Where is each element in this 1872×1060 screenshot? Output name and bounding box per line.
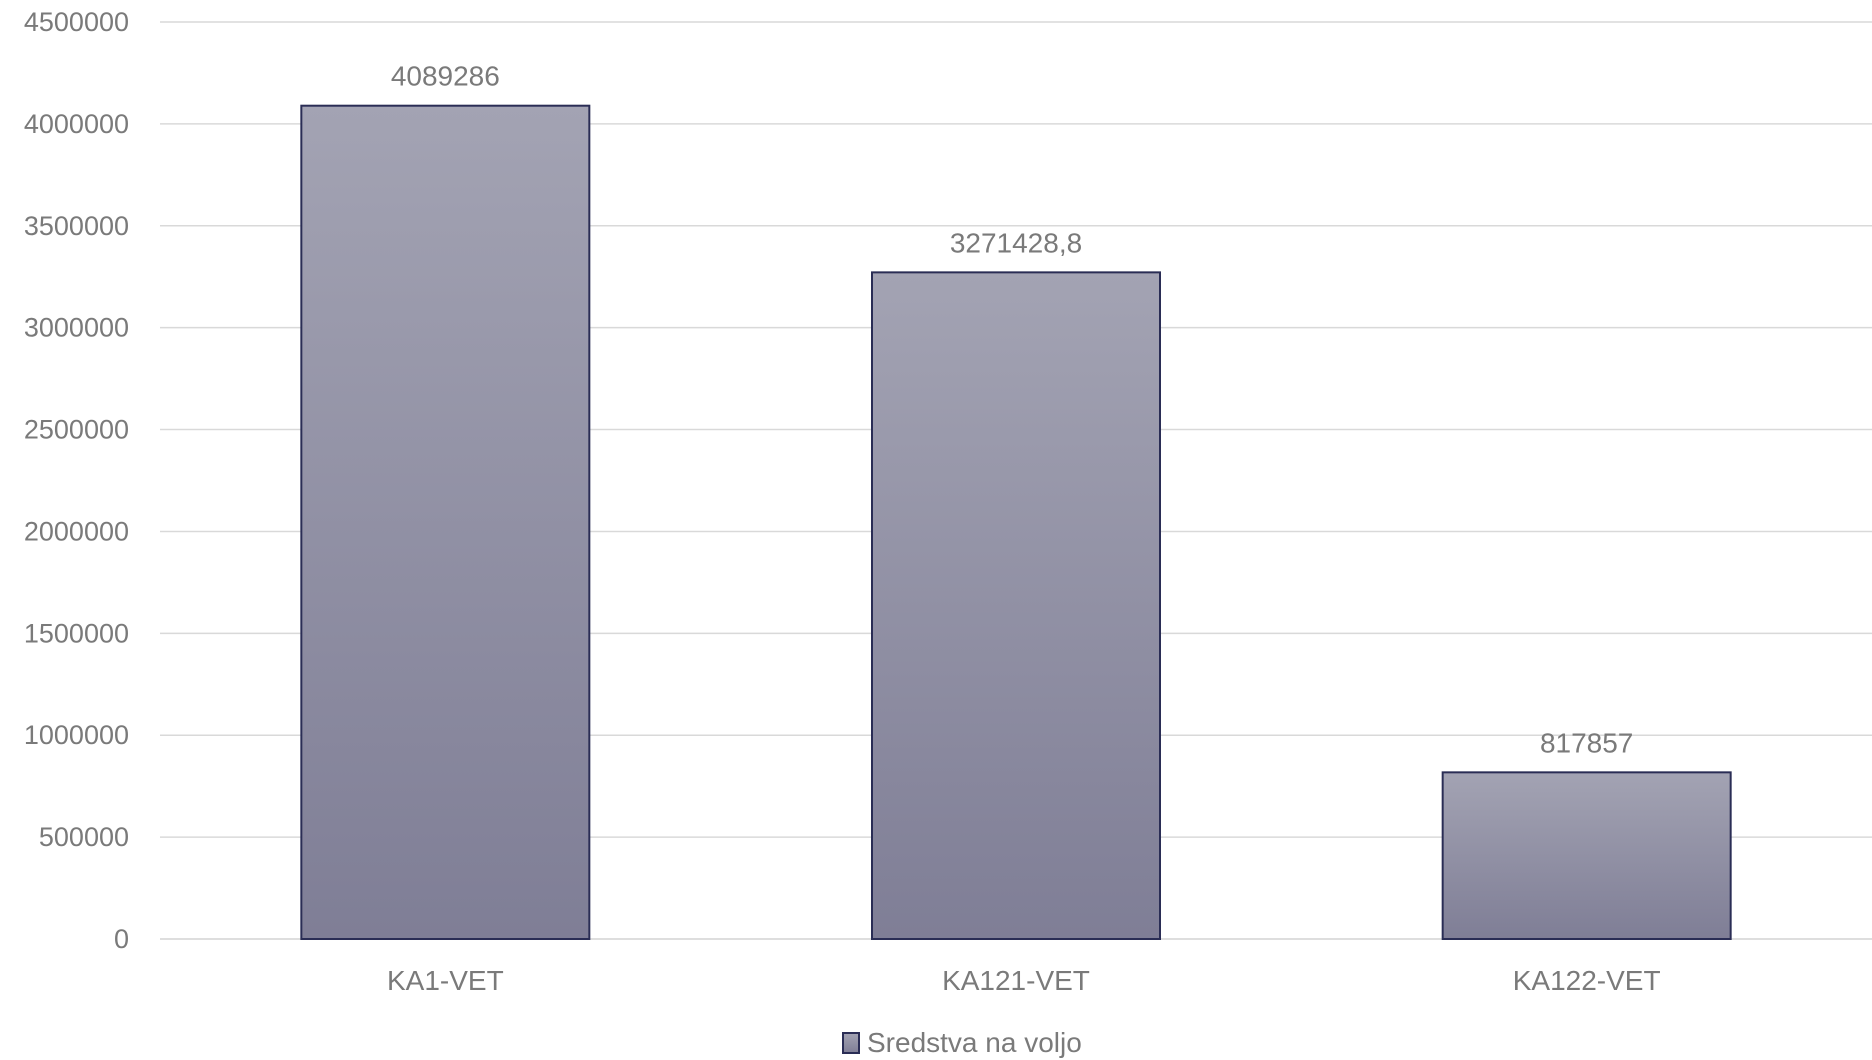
y-tick-label: 1000000 — [24, 720, 129, 750]
data-labels: 4089286 3271428,8 817857 — [391, 61, 1634, 759]
bar-ka121-vet — [871, 271, 1161, 940]
y-tick-label: 500000 — [39, 822, 129, 852]
y-tick-label: 2000000 — [24, 516, 129, 546]
legend-swatch — [842, 1032, 860, 1054]
x-tick-label: KA122-VET — [1513, 965, 1661, 996]
data-label: 817857 — [1540, 727, 1633, 758]
x-tick-label: KA1-VET — [387, 965, 504, 996]
y-tick-label: 3500000 — [24, 211, 129, 241]
x-axis-tick-labels: KA1-VET KA121-VET KA122-VET — [387, 965, 1661, 996]
y-tick-label: 4500000 — [24, 7, 129, 37]
bars — [300, 104, 1732, 941]
legend: Sredstva na voljo — [842, 1027, 1082, 1058]
x-tick-label: KA121-VET — [942, 965, 1090, 996]
y-axis-tick-labels: 0 500000 1000000 1500000 2000000 2500000 30000… — [24, 7, 129, 954]
bar-ka1-vet — [300, 104, 591, 940]
data-label: 4089286 — [391, 61, 500, 92]
y-tick-label: 0 — [114, 924, 129, 954]
bar-ka122-vet — [1441, 771, 1732, 941]
y-tick-label: 1500000 — [24, 618, 129, 648]
y-tick-label: 4000000 — [24, 109, 129, 139]
y-tick-label: 3000000 — [24, 313, 129, 343]
y-tick-label: 2500000 — [24, 415, 129, 445]
legend-label: Sredstva na voljo — [867, 1027, 1082, 1058]
data-label: 3271428,8 — [950, 227, 1082, 258]
